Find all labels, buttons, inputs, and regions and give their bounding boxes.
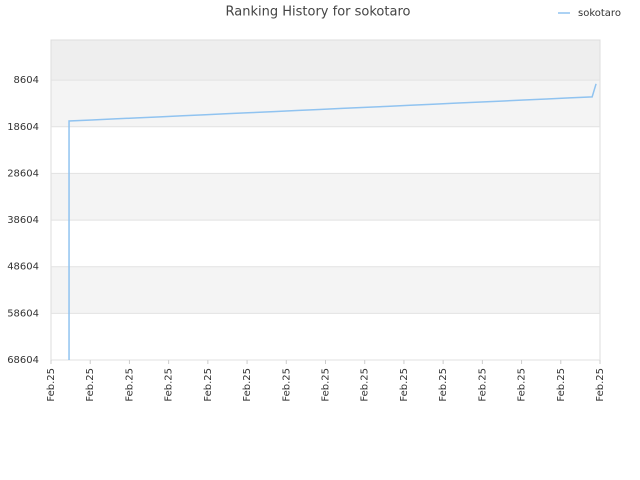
band [51,220,600,267]
x-tick-label: Feb.25 [164,368,175,402]
x-tick-label: Feb.25 [242,368,253,402]
x-tick-label: Feb.25 [360,368,371,402]
x-tick-label: Feb.25 [124,368,135,402]
y-tick-label: 28604 [7,168,39,179]
x-tick-label: Feb.25 [556,368,567,402]
x-tick-label: Feb.25 [203,368,214,402]
x-tick-label: Feb.25 [281,368,292,402]
y-tick-label: 8604 [14,75,39,86]
y-tick-label: 18604 [7,122,39,133]
chart-title: Ranking History for sokotaro [226,5,411,20]
x-tick-label: Feb.25 [438,368,449,402]
y-tick-label: 58604 [7,308,39,319]
x-tick-label: Feb.25 [46,368,57,402]
band [51,80,600,127]
band [51,173,600,221]
x-tick-label: Feb.25 [595,368,606,402]
x-tick-label: Feb.25 [85,368,96,402]
band [51,313,600,360]
band [51,266,600,314]
x-tick-label: Feb.25 [399,368,410,402]
x-tick-label: Feb.25 [477,368,488,402]
line [68,83,597,360]
band [51,126,600,174]
y-tick-label: 68604 [7,355,39,366]
y-tick-label: 38604 [7,215,39,226]
x-tick-label: Feb.25 [321,368,332,402]
band [51,40,600,81]
y-tick-label: 48604 [7,262,39,273]
x-tick-label: Feb.25 [517,368,528,402]
legend-label: sokotaro [578,8,621,19]
